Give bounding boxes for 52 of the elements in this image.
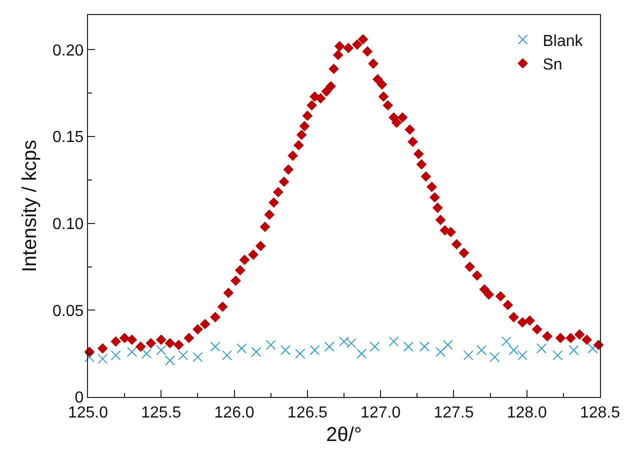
x-tick-label: 126.0 [214, 404, 254, 422]
point [568, 345, 579, 356]
y-tick-label: 0.20 [52, 42, 84, 60]
point [501, 336, 512, 346]
point [266, 340, 276, 350]
legend-label: Sn [542, 56, 562, 74]
point [552, 350, 563, 360]
point [164, 356, 175, 366]
y-tick-label: 0.05 [52, 302, 84, 320]
point [210, 342, 220, 352]
point [324, 342, 334, 352]
point [370, 342, 380, 352]
x-tick-label: 125.5 [141, 404, 182, 422]
point [476, 345, 487, 356]
point [356, 348, 367, 359]
point [436, 346, 446, 357]
y-tick-label: 0 [74, 390, 84, 407]
point [222, 350, 232, 360]
point [403, 342, 414, 352]
point [442, 340, 453, 350]
x-tick-label: 125.0 [68, 404, 108, 422]
point [536, 343, 546, 354]
legend-label: Blank [542, 32, 584, 50]
x-tick-label: 127.0 [360, 404, 401, 422]
point [236, 343, 247, 354]
point [156, 345, 166, 356]
point [463, 350, 474, 360]
y-tick-label: 0.15 [52, 129, 84, 146]
y-tick-label: 0.10 [52, 216, 84, 233]
point [588, 343, 598, 354]
x-tick-label: 128.5 [580, 404, 620, 422]
point [251, 346, 262, 357]
point [490, 352, 500, 362]
point [126, 346, 137, 357]
x-tick-label: 127.5 [434, 404, 474, 422]
point [142, 348, 152, 359]
x-tick-label: 126.5 [287, 404, 328, 422]
point [98, 354, 108, 364]
x-axis-title: 2θ/° [326, 424, 362, 446]
x-tick-label: 128.0 [506, 404, 547, 422]
point [419, 342, 430, 352]
point [280, 345, 290, 356]
point [178, 350, 188, 360]
point [110, 350, 121, 360]
point [310, 345, 320, 356]
y-axis-title: Intensity / kcps [19, 140, 42, 272]
point [84, 352, 94, 362]
point [192, 352, 203, 362]
point [388, 336, 399, 346]
point [295, 348, 306, 359]
point [508, 345, 519, 356]
point [517, 350, 528, 360]
